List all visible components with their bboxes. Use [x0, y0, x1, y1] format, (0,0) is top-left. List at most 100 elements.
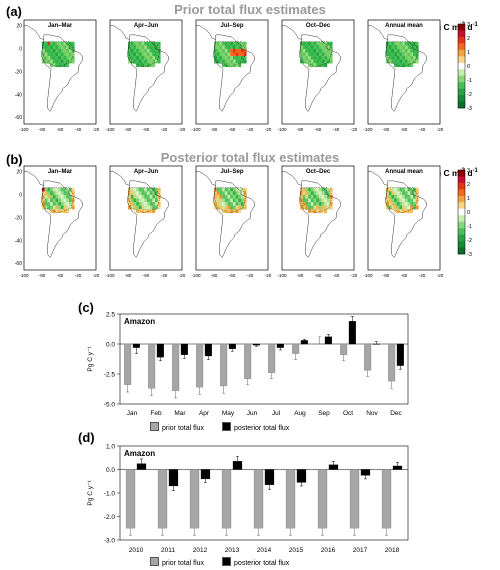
- central-america-outline: [110, 25, 130, 40]
- prior-bar: [317, 469, 328, 529]
- posterior-bar: [200, 469, 211, 480]
- flux-cell: [399, 45, 403, 50]
- flux-cell: [415, 59, 419, 64]
- flux-cell: [329, 191, 333, 196]
- flux-cell: [66, 56, 70, 60]
- flux-cell: [144, 209, 148, 214]
- flux-cell: [402, 205, 406, 210]
- annual-chart-legend: prior total flux posterior total flux: [150, 557, 289, 567]
- flux-cell: [66, 45, 70, 50]
- flux-cell: [138, 48, 142, 53]
- flux-cell: [230, 209, 234, 214]
- flux-cell: [227, 209, 231, 214]
- flux-cell: [404, 191, 408, 196]
- flux-cell: [52, 194, 56, 199]
- flux-cell: [227, 63, 231, 68]
- flux-cell: [144, 59, 148, 64]
- flux-cell: [321, 56, 325, 60]
- lon-tick-label: -40: [247, 273, 254, 278]
- flux-cell: [415, 187, 419, 192]
- flux-cell: [55, 202, 59, 206]
- flux-cell: [235, 209, 239, 214]
- flux-cell: [130, 194, 134, 199]
- flux-cell: [52, 209, 56, 214]
- flux-cell: [388, 45, 392, 50]
- flux-cell: [216, 45, 220, 50]
- lat-tick-label: -40: [15, 92, 22, 98]
- flux-cell: [243, 56, 247, 60]
- posterior-bar: [348, 321, 356, 345]
- flux-cell: [157, 45, 161, 50]
- flux-cell: [224, 63, 228, 68]
- flux-cell: [58, 187, 62, 192]
- flux-cell: [224, 56, 228, 60]
- flux-cell: [235, 56, 239, 60]
- flux-cell: [305, 202, 309, 206]
- map-title: Oct–Dec: [306, 23, 331, 29]
- flux-cell: [50, 205, 53, 210]
- flux-cell: [136, 56, 139, 60]
- flux-cell: [146, 59, 150, 64]
- posterior-bar: [392, 465, 403, 470]
- flux-cell: [130, 48, 134, 53]
- flux-cell: [58, 194, 62, 199]
- flux-cell: [219, 198, 223, 203]
- lon-tick-label: -60: [315, 273, 322, 278]
- flux-cell: [52, 56, 56, 60]
- flux-cell: [243, 202, 247, 206]
- flux-cell: [138, 187, 142, 192]
- posterior-bar: [328, 464, 339, 470]
- colorbar-tick-label: 3: [467, 22, 470, 28]
- flux-cell: [391, 59, 395, 64]
- flux-cell: [402, 194, 406, 199]
- colorbar-segment: [458, 62, 465, 70]
- lon-tick-label: -60: [229, 127, 236, 132]
- flux-cell: [60, 205, 64, 210]
- flux-cell: [318, 59, 322, 64]
- flux-cell: [396, 56, 400, 60]
- posterior-bar: [324, 336, 332, 345]
- flux-cell: [66, 202, 70, 206]
- flux-cell: [415, 194, 419, 199]
- flux-cell: [399, 202, 403, 206]
- flux-cell: [241, 191, 244, 196]
- prior-bar: [189, 469, 200, 529]
- flux-cell: [216, 52, 220, 57]
- continent-outline: [384, 34, 427, 112]
- x-tick-label: Nov: [366, 410, 378, 417]
- flux-cell: [149, 198, 153, 203]
- flux-cell: [52, 52, 56, 57]
- flux-cell: [136, 41, 139, 46]
- flux-cell: [157, 202, 161, 206]
- lon-tick-label: -100: [105, 127, 115, 132]
- flux-cell: [141, 205, 145, 210]
- flux-cell: [238, 59, 242, 64]
- flux-cell: [44, 191, 48, 196]
- flux-cell: [300, 52, 303, 57]
- x-tick-label: Apr: [199, 410, 210, 417]
- flux-cell: [302, 194, 306, 199]
- flux-cell: [136, 187, 139, 192]
- x-tick-label: Jan: [127, 410, 138, 417]
- flux-cell: [222, 191, 225, 196]
- flux-cell: [47, 202, 51, 206]
- flux-cell: [69, 202, 72, 206]
- flux-cell: [230, 187, 234, 192]
- flux-cell: [47, 48, 51, 53]
- flux-cell: [410, 191, 414, 196]
- flux-cell: [399, 194, 403, 199]
- flux-cell: [316, 209, 320, 214]
- flux-cell: [141, 202, 145, 206]
- flux-cell: [58, 52, 62, 57]
- flux-cell: [308, 202, 311, 206]
- colorbar-segment: [458, 24, 465, 31]
- flux-cell: [152, 45, 156, 50]
- flux-cell: [396, 45, 400, 50]
- flux-cell: [219, 194, 223, 199]
- flux-cell: [402, 52, 406, 57]
- flux-cell: [133, 45, 137, 50]
- flux-cell: [410, 63, 414, 68]
- posterior-map-1: Apr–Jun -100 -80 -60 -40 -20: [105, 165, 186, 278]
- flux-cell: [235, 45, 239, 50]
- flux-cell: [130, 198, 134, 203]
